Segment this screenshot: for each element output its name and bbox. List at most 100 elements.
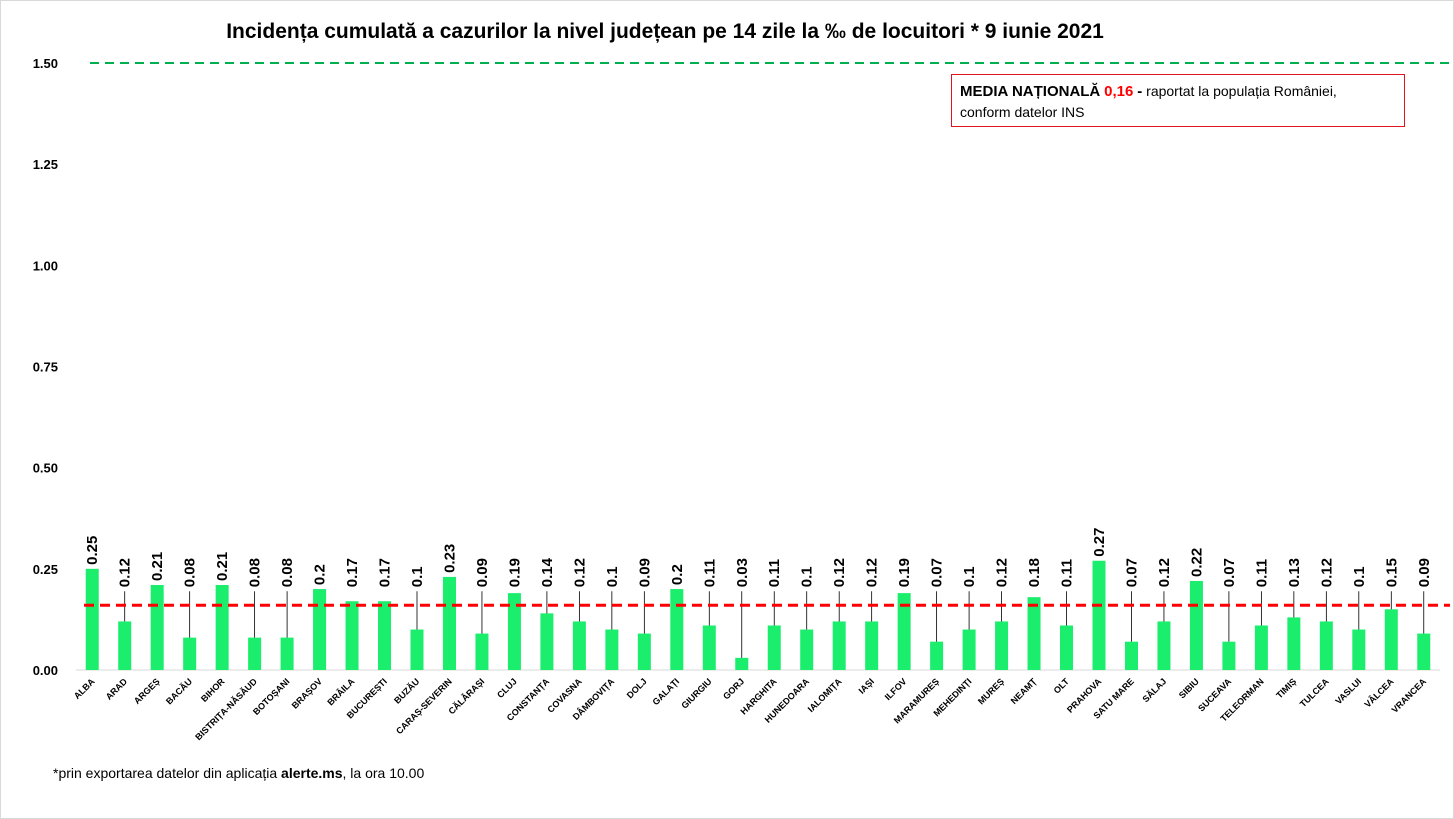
data-label: 0.1 xyxy=(961,566,978,587)
national-average-dash: - xyxy=(1137,83,1143,100)
bar xyxy=(1189,580,1203,670)
y-tick-label: 1.00 xyxy=(33,258,58,273)
data-label: 0.23 xyxy=(441,544,458,573)
data-label: 0.11 xyxy=(1059,559,1076,587)
y-tick-label: 0.25 xyxy=(33,562,58,577)
bar xyxy=(1222,641,1236,670)
bar xyxy=(1319,621,1333,670)
bar xyxy=(248,637,262,670)
data-label: 0.22 xyxy=(1188,548,1205,577)
data-label: 0.1 xyxy=(409,566,426,587)
bar xyxy=(150,585,164,670)
data-label: 0.08 xyxy=(182,558,199,587)
data-label: 0.2 xyxy=(669,564,686,585)
bar xyxy=(1092,560,1106,670)
category-label: IAȘI xyxy=(857,676,876,695)
bar xyxy=(605,629,619,670)
bar xyxy=(865,621,879,670)
bar xyxy=(313,589,327,670)
bar xyxy=(800,629,814,670)
footnote-app-name: alerte.ms xyxy=(281,765,343,781)
bar xyxy=(345,601,359,670)
category-label: IALOMIȚA xyxy=(806,676,844,714)
data-label: 0.08 xyxy=(279,558,296,587)
bar xyxy=(507,593,521,670)
category-label: ALBA xyxy=(72,676,97,701)
bar xyxy=(442,576,456,670)
national-average-label: MEDIA NAȚIONALĂ xyxy=(960,83,1101,100)
data-label: 0.1 xyxy=(604,566,621,587)
bar xyxy=(1287,617,1301,670)
category-label: SĂLAJ xyxy=(1140,676,1168,704)
bar xyxy=(897,593,911,670)
bar xyxy=(1157,621,1171,670)
category-label: BUZĂU xyxy=(392,676,421,705)
category-label: BRAȘOV xyxy=(290,676,324,710)
data-label: 0.12 xyxy=(571,558,588,587)
bar xyxy=(767,625,781,670)
category-label: GORJ xyxy=(721,676,746,701)
data-label: 0.27 xyxy=(1091,528,1108,557)
data-label: 0.08 xyxy=(247,558,264,587)
bar xyxy=(1027,597,1041,670)
data-label: 0.1 xyxy=(1351,566,1368,587)
y-tick-label: 1.25 xyxy=(33,157,58,172)
category-label: VASLUI xyxy=(1333,676,1363,706)
data-label: 0.14 xyxy=(539,557,556,587)
bar xyxy=(670,589,684,670)
bar xyxy=(735,657,749,670)
bar xyxy=(475,633,489,670)
national-average-value: 0,16 xyxy=(1104,83,1134,100)
category-label: TULCEA xyxy=(1298,676,1331,709)
bar xyxy=(930,641,944,670)
footnote-text: *prin exportarea datelor din aplicația xyxy=(53,765,282,781)
bar xyxy=(702,625,716,670)
data-label: 0.19 xyxy=(896,558,913,587)
data-label: 0.11 xyxy=(766,559,783,587)
category-label: BISTRIȚA-NĂSĂUD xyxy=(193,676,259,742)
national-average-box: MEDIA NAȚIONALĂ 0,16 - raportat la popul… xyxy=(951,74,1405,127)
bar xyxy=(995,621,1009,670)
bar xyxy=(832,621,846,670)
data-label: 0.12 xyxy=(994,558,1011,587)
bar xyxy=(410,629,424,670)
data-label: 0.13 xyxy=(1286,558,1303,587)
bar xyxy=(1384,609,1398,670)
data-label: 0.07 xyxy=(929,558,946,587)
y-tick-label: 0.50 xyxy=(33,461,58,476)
bar xyxy=(540,613,554,670)
data-label: 0.2 xyxy=(312,564,329,585)
category-label: OLT xyxy=(1052,676,1072,696)
bar xyxy=(1417,633,1431,670)
category-label: ARGEȘ xyxy=(132,676,162,706)
bar xyxy=(637,633,651,670)
category-label: VRANCEA xyxy=(1390,676,1429,715)
data-label: 0.09 xyxy=(474,558,491,587)
bar xyxy=(962,629,976,670)
category-label: GIURGIU xyxy=(679,676,713,710)
bar xyxy=(118,621,132,670)
bar xyxy=(1124,641,1138,670)
category-label: GALAȚI xyxy=(650,676,681,707)
chart-title: Incidența cumulată a cazurilor la nivel … xyxy=(226,20,1104,43)
category-label: BIHOR xyxy=(199,676,227,704)
category-label: DOLJ xyxy=(625,676,649,700)
category-label: NEAMȚ xyxy=(1009,676,1039,706)
data-label: 0.07 xyxy=(1221,558,1238,587)
bar xyxy=(1060,625,1074,670)
category-label: ILFOV xyxy=(883,676,909,702)
data-label: 0.12 xyxy=(117,558,134,587)
category-label: TIMIȘ xyxy=(1274,676,1298,700)
category-label: MUREȘ xyxy=(976,676,1006,706)
data-label: 0.21 xyxy=(149,552,166,581)
data-label: 0.17 xyxy=(377,558,394,587)
category-label: ARAD xyxy=(104,676,130,702)
category-label: CARAȘ-SEVERIN xyxy=(394,676,454,736)
data-label: 0.09 xyxy=(636,558,653,587)
y-tick-label: 0.00 xyxy=(33,663,58,678)
data-label: 0.07 xyxy=(1123,558,1140,587)
data-label: 0.21 xyxy=(214,552,231,581)
bar xyxy=(572,621,586,670)
data-label: 0.12 xyxy=(864,558,881,587)
